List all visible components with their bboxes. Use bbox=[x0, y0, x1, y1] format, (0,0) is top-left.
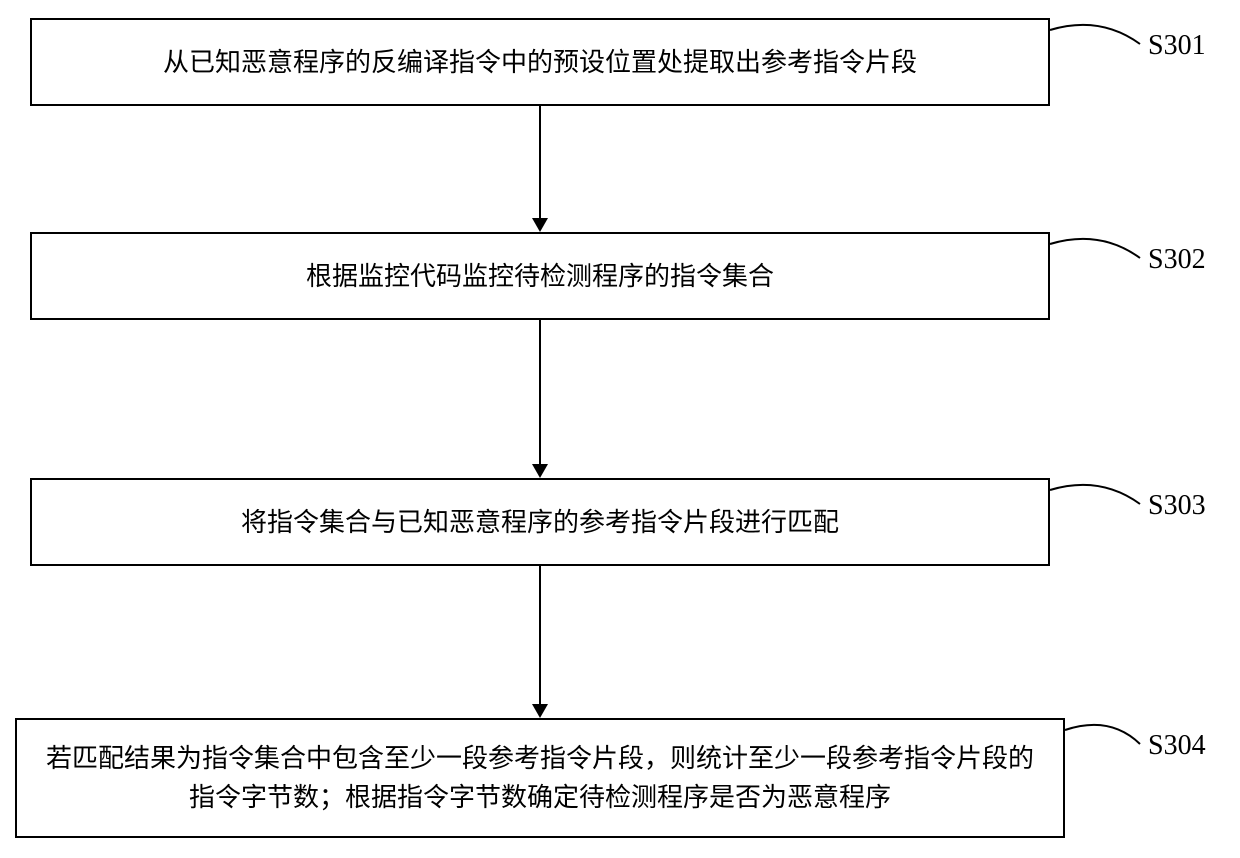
arrow-head-1 bbox=[532, 218, 548, 232]
connector-3 bbox=[539, 566, 541, 704]
step-label-s303: S303 bbox=[1148, 490, 1206, 522]
step-text: 根据监控代码监控待检测程序的指令集合 bbox=[306, 257, 774, 296]
step-box-s301: 从已知恶意程序的反编译指令中的预设位置处提取出参考指令片段 bbox=[30, 18, 1050, 106]
connector-2 bbox=[539, 320, 541, 464]
step-text: 若匹配结果为指令集合中包含至少一段参考指令片段，则统计至少一段参考指令片段的指令… bbox=[37, 739, 1043, 817]
step-text: 将指令集合与已知恶意程序的参考指令片段进行匹配 bbox=[241, 503, 839, 542]
connector-1 bbox=[539, 106, 541, 218]
step-label-s304: S304 bbox=[1148, 730, 1206, 762]
step-box-s304: 若匹配结果为指令集合中包含至少一段参考指令片段，则统计至少一段参考指令片段的指令… bbox=[15, 718, 1065, 838]
arrow-head-2 bbox=[532, 464, 548, 478]
flowchart-container: 从已知恶意程序的反编译指令中的预设位置处提取出参考指令片段 根据监控代码监控待检… bbox=[0, 0, 1240, 858]
step-box-s303: 将指令集合与已知恶意程序的参考指令片段进行匹配 bbox=[30, 478, 1050, 566]
step-label-s302: S302 bbox=[1148, 244, 1206, 276]
step-label-s301: S301 bbox=[1148, 30, 1206, 62]
step-box-s302: 根据监控代码监控待检测程序的指令集合 bbox=[30, 232, 1050, 320]
arrow-head-3 bbox=[532, 704, 548, 718]
step-text: 从已知恶意程序的反编译指令中的预设位置处提取出参考指令片段 bbox=[163, 43, 917, 82]
